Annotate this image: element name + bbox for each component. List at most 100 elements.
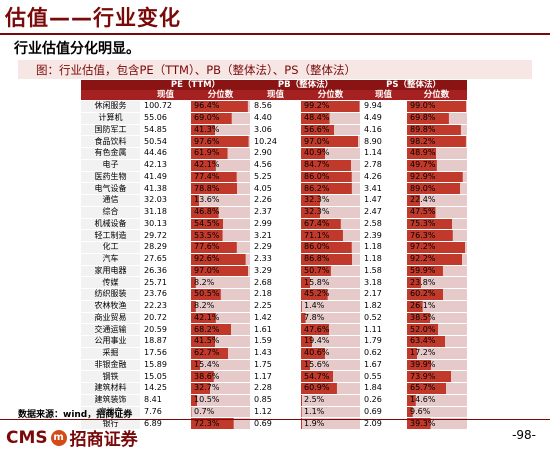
table-row: 综合 31.18 46.8% 2.37 32.3% 2.47 47.5% [80,205,467,218]
table-row: 食品饮料 50.54 97.6% 10.24 97.0% 8.90 98.2% [80,135,467,148]
table-row: 采掘 17.56 62.7% 1.43 40.6% 0.62 17.2% [80,346,467,359]
cell-name: 通信 [80,194,141,207]
cell-pe-pct: 92.6% [189,252,251,265]
cell-ps: 8.90 [360,135,407,148]
cell-pb-pct: 86.2% [300,182,361,195]
cell-ps-pct: 99.0% [406,100,467,113]
cell-pb: 4.40 [250,111,301,124]
cell-pb: 2.28 [250,382,301,395]
cell-ps-pct: 92.2% [406,252,467,265]
table-row: 钢铁 15.05 38.6% 1.17 54.7% 0.55 73.9% [80,370,467,383]
cell-pb: 10.24 [250,135,301,148]
cell-ps: 3.41 [360,182,407,195]
cell-pb: 1.61 [250,323,301,336]
table-row: 建筑材料 14.25 32.7% 2.28 60.9% 1.84 65.7% [80,382,467,395]
group-header-ps: PS（整体法） [360,80,467,90]
cell-ps-pct: 39.3% [406,417,467,429]
cell-pb-pct: 32.3% [300,194,361,207]
cell-ps-pct: 22.4% [406,194,467,207]
cell-name: 公用事业 [80,335,141,348]
table-row: 电子 42.13 42.1% 4.56 84.7% 2.78 49.7% [80,158,467,171]
cell-ps-pct: 69.8% [406,111,467,124]
cell-ps: 4.16 [360,123,407,136]
cell-pb-pct: 54.7% [300,370,361,383]
cell-pe: 32.03 [140,194,191,207]
cell-pe-pct: 77.4% [189,170,251,183]
cell-pb: 2.33 [250,252,301,265]
cell-pe: 55.06 [140,111,191,124]
cell-ps-pct: 14.6% [406,393,467,406]
cell-pb-pct: 99.2% [300,100,361,113]
cell-name: 银行 [80,417,141,429]
cell-name: 农林牧渔 [80,299,141,312]
subheader-ps-value: 现值 [360,90,407,101]
figure-caption: 图：行业估值，包含PE（TTM）、PB（整体法）、PS（整体法） [36,63,357,77]
cell-pe-pct: 8.2% [189,276,251,289]
cell-name: 轻工制造 [80,229,141,242]
cell-pe-pct: 13.6% [189,194,251,207]
cell-pb: 2.18 [250,288,301,301]
cell-pe-pct: 41.3% [189,123,251,136]
cell-pb: 8.56 [250,100,301,113]
cell-pe: 20.59 [140,323,191,336]
cell-ps-pct: 49.7% [406,158,467,171]
page-title: 估值——行业变化 [5,6,181,30]
cell-pe-pct: 96.4% [189,100,251,113]
cell-pb-pct: 86.0% [300,241,361,254]
cell-name: 传媒 [80,276,141,289]
cell-ps-pct: 52.0% [406,323,467,336]
cell-ps: 0.52 [360,311,407,324]
table-row: 非银金融 15.89 15.4% 1.75 15.6% 1.67 39.9% [80,358,467,371]
table-row: 农林牧渔 22.23 8.2% 2.25 1.4% 1.82 26.1% [80,299,467,312]
subheader-pe-percentile: 分位数 [190,90,251,101]
cell-pb: 1.75 [250,358,301,371]
cell-pb-pct: 71.1% [300,229,361,242]
cell-ps-pct: 38.5% [406,311,467,324]
subheader-ps-percentile: 分位数 [406,90,467,101]
cell-ps-pct: 23.8% [406,276,467,289]
cell-name: 非银金融 [80,358,141,371]
cell-pb: 1.59 [250,335,301,348]
cell-pe: 42.13 [140,158,191,171]
cell-name: 交通运输 [80,323,141,336]
table-row: 轻工制造 29.72 53.5% 3.21 71.1% 2.39 76.3% [80,229,467,242]
cell-name: 汽车 [80,252,141,265]
cell-name: 建筑材料 [80,382,141,395]
cell-pe-pct: 72.3% [189,417,251,429]
page-subtitle: 行业估值分化明显。 [14,41,140,57]
cell-name: 电气设备 [80,182,141,195]
table-row: 建筑装饰 8.41 10.5% 0.85 2.5% 0.26 14.6% [80,393,467,406]
cell-pe: 41.49 [140,170,191,183]
cell-pb-pct: 7.8% [300,311,361,324]
cell-name: 机械设备 [80,217,141,230]
cell-pe: 28.29 [140,241,191,254]
cell-pe-pct: 50.5% [189,288,251,301]
cell-ps: 4.49 [360,111,407,124]
cell-pe-pct: 68.2% [189,323,251,336]
cell-pb-pct: 45.2% [300,288,361,301]
cell-pe: 22.23 [140,299,191,312]
footer-divider [0,419,550,420]
cell-ps-pct: 76.3% [406,229,467,242]
cell-name: 商业贸易 [80,311,141,324]
cell-pb: 4.05 [250,182,301,195]
cell-pb-pct: 84.7% [300,158,361,171]
cell-ps: 1.14 [360,147,407,160]
cell-ps: 1.82 [360,299,407,312]
group-header-pe: PE（TTM） [140,80,251,90]
table-row: 交通运输 20.59 68.2% 1.61 47.6% 1.11 52.0% [80,323,467,336]
table-group-header: PE（TTM） PB（整体法） PS（整体法） [80,80,467,90]
cell-ps-pct: 63.4% [406,335,467,348]
cell-pe-pct: 38.6% [189,370,251,383]
cell-pb-pct: 40.9% [300,147,361,160]
table-row: 休闲服务 100.72 96.4% 8.56 99.2% 9.94 99.0% [80,100,467,113]
cell-ps: 2.58 [360,217,407,230]
table-row: 通信 32.03 13.6% 2.26 32.3% 1.47 22.4% [80,194,467,207]
cell-pe: 41.38 [140,182,191,195]
cell-pe: 23.76 [140,288,191,301]
cell-pe: 15.05 [140,370,191,383]
cell-pb-pct: 1.1% [300,405,361,418]
cell-pe-pct: 61.9% [189,147,251,160]
cell-ps-pct: 60.2% [406,288,467,301]
cell-name: 钢铁 [80,370,141,383]
